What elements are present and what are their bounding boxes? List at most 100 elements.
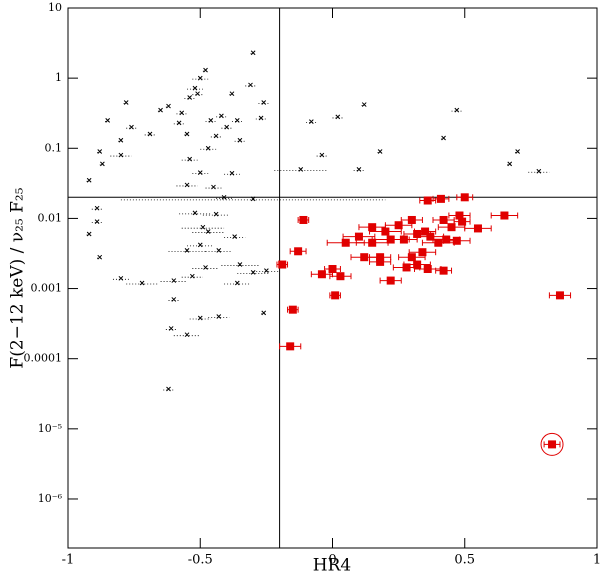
point <box>216 314 222 319</box>
point <box>158 107 163 113</box>
point <box>368 238 377 247</box>
point <box>197 170 203 175</box>
point <box>555 291 564 300</box>
point <box>195 91 200 97</box>
point <box>536 168 542 174</box>
point <box>319 152 325 158</box>
point <box>237 262 243 267</box>
point <box>184 131 190 137</box>
point <box>308 119 314 124</box>
point <box>166 386 171 392</box>
point <box>200 224 206 230</box>
point <box>258 115 264 121</box>
point <box>288 305 297 314</box>
point <box>94 219 100 224</box>
point <box>176 120 182 126</box>
point <box>219 113 224 119</box>
point <box>341 238 350 247</box>
point <box>418 248 427 257</box>
point <box>205 145 211 151</box>
point <box>232 234 237 239</box>
point <box>250 270 256 275</box>
point <box>452 236 461 245</box>
point <box>360 253 369 262</box>
point <box>361 102 367 107</box>
point <box>399 235 408 244</box>
point <box>381 227 390 236</box>
point <box>184 248 190 253</box>
point <box>500 211 509 220</box>
point <box>354 232 363 241</box>
x-tick-label: -0.5 <box>188 553 213 568</box>
point <box>264 268 269 274</box>
point <box>105 118 111 123</box>
point <box>213 211 219 217</box>
y-tick-label: 0.001 <box>31 282 63 295</box>
point <box>171 297 177 302</box>
x-tick-label: 0 <box>328 553 336 568</box>
point <box>203 265 208 270</box>
point <box>294 247 303 256</box>
point <box>377 149 383 154</box>
point <box>421 227 430 236</box>
point <box>436 194 445 203</box>
y-tick-label: 0.0001 <box>24 352 63 365</box>
point <box>250 50 256 56</box>
point <box>184 182 190 188</box>
point <box>298 167 304 172</box>
y-tick-label: 1 <box>55 71 62 84</box>
point <box>376 253 385 262</box>
point <box>86 231 92 237</box>
point <box>299 215 308 224</box>
point <box>317 270 326 279</box>
point <box>376 257 385 266</box>
point <box>211 184 216 190</box>
point <box>548 440 557 449</box>
point <box>402 263 411 272</box>
point <box>507 161 513 167</box>
point <box>197 242 203 248</box>
point <box>407 215 416 224</box>
point <box>234 280 240 286</box>
point <box>454 107 460 113</box>
point <box>413 260 422 269</box>
point <box>205 229 211 234</box>
y-tick-label: 10⁻⁵ <box>38 422 62 435</box>
point <box>394 221 403 230</box>
point <box>147 131 153 137</box>
point <box>335 114 341 120</box>
point <box>261 310 267 316</box>
point <box>197 75 203 81</box>
point <box>458 217 467 226</box>
point <box>221 194 227 200</box>
point <box>439 266 448 275</box>
point <box>368 223 377 232</box>
x-axis-label: HR4 <box>313 556 351 576</box>
point <box>407 253 416 262</box>
point <box>229 170 235 176</box>
point <box>216 248 222 253</box>
point <box>237 137 243 143</box>
y-tick-label: 10⁻⁶ <box>38 492 63 505</box>
point <box>118 275 124 281</box>
point <box>423 196 432 205</box>
point <box>331 291 340 300</box>
x-tick-label: 0.5 <box>454 553 475 568</box>
point <box>441 135 446 141</box>
point <box>439 215 448 224</box>
point <box>426 232 435 241</box>
point <box>197 315 203 321</box>
y-tick-label: 10 <box>48 1 62 14</box>
y-tick-label: 0.1 <box>45 141 63 154</box>
point <box>213 133 219 139</box>
point <box>97 254 103 260</box>
point <box>515 149 521 154</box>
point <box>473 224 482 233</box>
point <box>203 67 208 73</box>
point <box>229 91 235 97</box>
point <box>86 177 92 183</box>
point <box>250 196 256 202</box>
point <box>166 103 171 109</box>
point <box>100 161 105 167</box>
point <box>386 276 395 285</box>
